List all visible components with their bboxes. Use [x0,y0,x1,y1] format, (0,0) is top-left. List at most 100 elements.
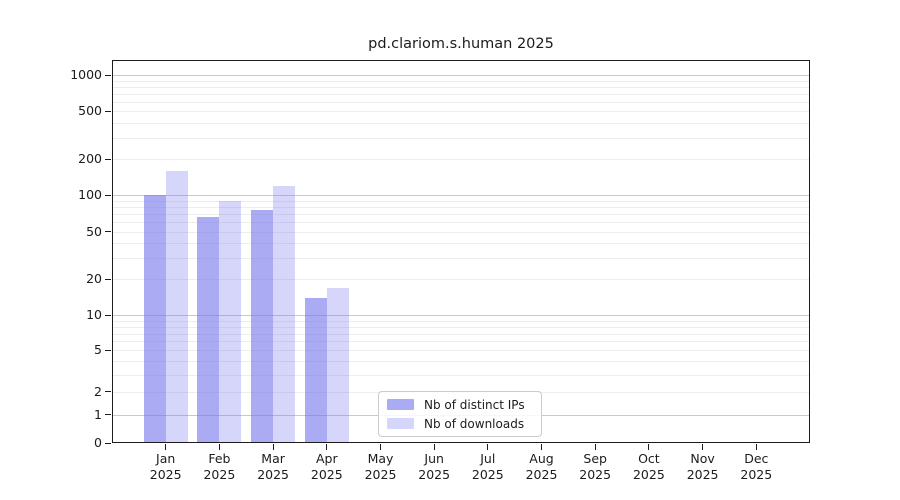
x-tick-label: Nov 2025 [673,451,733,483]
y-axis-tick [105,414,111,416]
x-tick-year-label: 2025 [525,467,558,482]
major-gridline [113,315,809,317]
minor-gridline [113,111,809,113]
y-axis-tick [105,442,111,444]
bar-mar-distinct-ips [251,209,274,443]
y-axis-tick [105,110,111,112]
minor-gridline [113,207,809,208]
x-tick-label: Jul 2025 [458,451,518,483]
y-tick-label: 1 [94,406,102,422]
y-tick-label: 50 [86,223,102,239]
y-axis-tick [105,158,111,160]
x-tick-year-label: 2025 [686,467,719,482]
legend-label-distinct-ips: Nb of distinct IPs [424,397,525,412]
x-axis-tick [433,444,435,450]
bar-jan-distinct-ips [143,195,166,443]
y-tick-label: 1000 [70,67,102,82]
bar-feb-downloads [219,200,242,443]
y-axis-tick [105,314,111,316]
y-axis-tick [105,349,111,352]
x-tick-year-label: 2025 [310,467,343,482]
x-axis-tick [487,444,489,450]
minor-gridline [113,86,809,88]
minor-gridline [113,350,809,352]
x-axis-tick [218,444,220,450]
x-axis-tick [540,444,543,450]
minor-gridline [113,80,809,82]
x-axis-tick [594,444,596,450]
x-tick-label: Mar 2025 [243,451,303,483]
y-tick-label: 500 [78,103,102,119]
minor-gridline [113,93,809,95]
x-axis-tick [755,444,757,450]
minor-gridline [113,222,809,223]
x-tick-year-label: 2025 [149,467,182,482]
minor-gridline [113,122,809,124]
x-tick-label: Feb 2025 [189,451,249,483]
x-tick-year-label: 2025 [418,467,451,482]
legend-item-downloads: Nb of downloads [387,417,533,431]
minor-gridline [113,320,809,322]
x-axis-tick [165,444,167,450]
y-tick-label: 200 [78,151,102,167]
x-tick-year-label: 2025 [364,467,397,482]
y-axis-tick [105,231,111,233]
y-axis-tick [105,74,111,76]
x-tick-year-label: 2025 [740,467,773,482]
x-tick-year-label: 2025 [632,467,665,482]
y-axis-tick [105,194,111,196]
x-axis-tick [326,444,328,450]
x-axis-tick [379,444,382,450]
minor-gridline [113,258,809,260]
minor-gridline [113,374,809,376]
major-gridline [113,75,809,76]
minor-gridline [113,341,809,343]
y-tick-label: 100 [78,187,102,203]
x-tick-year-label: 2025 [471,467,504,482]
minor-gridline [113,243,809,245]
minor-gridline [113,159,809,161]
x-tick-label: Apr 2025 [297,451,357,483]
x-axis-tick [272,444,274,450]
bar-mar-downloads [273,185,296,443]
y-axis-tick [105,391,111,393]
y-tick-label: 5 [94,342,102,358]
x-tick-year-label: 2025 [257,467,289,482]
x-axis-tick [702,444,704,450]
minor-gridline [113,333,809,335]
x-axis-tick [648,444,650,450]
x-tick-label: May 2025 [351,451,411,483]
y-axis-tick [105,278,111,281]
minor-gridline [113,101,809,103]
legend: Nb of distinct IPs Nb of downloads [378,391,542,437]
x-tick-label: Oct 2025 [619,451,679,483]
x-tick-label: Jun 2025 [404,451,464,483]
minor-gridline [113,326,809,328]
bar-jan-downloads [165,170,188,443]
bar-apr-downloads [326,287,349,443]
legend-item-distinct-ips: Nb of distinct IPs [387,398,533,412]
x-tick-label: Dec 2025 [726,451,786,483]
chart-title: pd.clariom.s.human 2025 [368,36,554,52]
bar-apr-distinct-ips [304,297,327,443]
bar-feb-distinct-ips [197,217,220,443]
x-tick-label: Sep 2025 [565,451,625,483]
minor-gridline [113,231,809,233]
minor-gridline [113,279,809,281]
minor-gridline [113,361,809,363]
distinct-ips-swatch-icon [387,399,414,410]
x-tick-label: Jan 2025 [136,451,196,483]
minor-gridline [113,200,809,202]
x-tick-label: Aug 2025 [512,451,572,483]
minor-gridline [113,214,809,215]
y-tick-label: 20 [86,271,102,287]
major-gridline [113,195,809,197]
y-tick-label: 2 [94,383,102,399]
x-tick-year-label: 2025 [203,467,236,482]
y-tick-label: 10 [86,307,102,323]
minor-gridline [113,137,809,139]
x-tick-year-label: 2025 [579,467,612,482]
legend-label-downloads: Nb of downloads [424,416,525,431]
downloads-swatch-icon [387,418,414,429]
